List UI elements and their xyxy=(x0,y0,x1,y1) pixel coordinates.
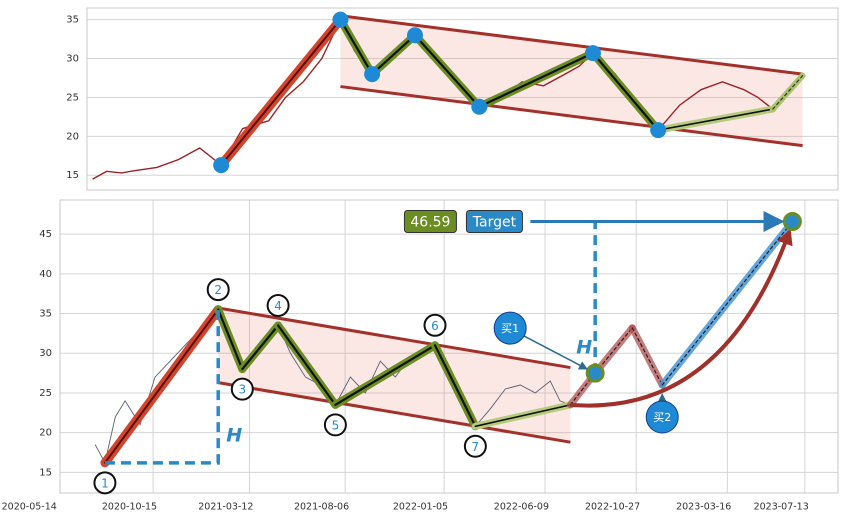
zigzag-leg-core xyxy=(277,324,337,406)
pivot-badge xyxy=(266,293,290,317)
plot-frame xyxy=(86,7,839,191)
final-leg-core xyxy=(474,404,572,428)
pivot-badge xyxy=(423,313,447,337)
pivot-badge xyxy=(463,434,487,458)
pivot-label: 4 xyxy=(274,299,282,313)
target-value-box xyxy=(403,210,457,234)
pivot-point xyxy=(332,11,349,28)
final-leg-core xyxy=(657,108,774,131)
x-tick-label: 2023-07-13 xyxy=(754,502,809,513)
y-tick-label: 25 xyxy=(66,92,79,103)
height-measure xyxy=(104,309,220,465)
buy-label: 买1 xyxy=(501,322,519,335)
zigzag-leg-core xyxy=(241,324,280,371)
zigzag-leg-core xyxy=(339,18,374,76)
pivot-label: 5 xyxy=(332,418,340,432)
zigzag-leg-core xyxy=(334,344,437,406)
pivot-point xyxy=(213,157,230,174)
pivot-point xyxy=(584,45,601,62)
pivot-label: 2 xyxy=(214,283,222,297)
plot-frame xyxy=(59,199,839,494)
y-tick-label: 35 xyxy=(39,309,52,320)
pivot-badge xyxy=(93,471,117,495)
y-tick-label: 25 xyxy=(39,388,52,399)
x-tick-label: 2022-01-05 xyxy=(393,502,448,513)
channel-line xyxy=(217,381,571,444)
x-tick-label: 2021-03-12 xyxy=(198,502,253,513)
pivot-label: 1 xyxy=(101,476,109,490)
channel-fill xyxy=(218,307,571,443)
projection-point xyxy=(585,363,605,383)
plot-area xyxy=(87,8,838,190)
target-point xyxy=(782,212,802,232)
y-tick-label: 45 xyxy=(39,229,52,240)
target-label-box xyxy=(465,210,523,234)
y-tick-label: 30 xyxy=(39,348,52,359)
y-tick-label: 40 xyxy=(39,269,52,280)
trend-curve xyxy=(570,228,793,408)
projection-leg-core xyxy=(631,327,663,386)
channel-line xyxy=(217,306,571,370)
channel-fill xyxy=(340,15,803,146)
buy-label: 买2 xyxy=(653,411,671,424)
x-tick-label: 2023-03-16 xyxy=(676,502,731,513)
y-tick-label: 20 xyxy=(66,131,79,142)
channel-line xyxy=(340,85,803,148)
zigzag-leg-core xyxy=(433,344,477,428)
zigzag-leg-core xyxy=(478,52,595,108)
rising-leg-core xyxy=(220,18,342,167)
rising-leg-core xyxy=(103,308,220,464)
target-label: Target xyxy=(472,215,517,231)
y-tick-label: 20 xyxy=(39,428,52,439)
pivot-point xyxy=(650,122,667,139)
zigzag-leg-core xyxy=(371,34,417,76)
projection-leg-core xyxy=(772,75,804,110)
zigzag-leg-core xyxy=(217,308,244,371)
y-tick-label: 35 xyxy=(66,15,79,26)
buy-marker xyxy=(645,400,679,434)
x-tick-label: 2020-10-15 xyxy=(102,502,157,513)
pivot-point xyxy=(406,27,423,44)
height-label: H xyxy=(226,424,242,446)
pivot-point xyxy=(364,66,381,83)
target-leg-core xyxy=(661,220,794,386)
pivot-label: 6 xyxy=(431,319,439,333)
projection-leg-core xyxy=(594,327,633,374)
pivot-point xyxy=(471,98,488,115)
pivot-badge xyxy=(323,413,347,437)
y-tick-label: 30 xyxy=(66,54,79,65)
pivot-label: 7 xyxy=(472,440,480,454)
height-label: H xyxy=(576,337,592,359)
target-value: 46.59 xyxy=(410,215,450,231)
y-tick-label: 15 xyxy=(66,170,79,181)
pivot-label: 3 xyxy=(238,383,246,397)
pivot-badge xyxy=(230,377,254,401)
channel-line xyxy=(340,14,803,76)
x-tick-label: 2022-10-27 xyxy=(585,502,640,513)
zigzag-leg-core xyxy=(591,52,660,132)
buy-pointer xyxy=(523,335,588,370)
buy-marker xyxy=(493,311,527,345)
x-tick-label: 2020-05-14 xyxy=(2,502,57,513)
y-tick-label: 15 xyxy=(39,467,52,478)
x-tick-label: 2021-08-06 xyxy=(294,502,349,513)
zigzag-leg-core xyxy=(413,34,481,108)
x-tick-label: 2022-06-09 xyxy=(494,502,549,513)
pivot-badge xyxy=(206,278,230,302)
